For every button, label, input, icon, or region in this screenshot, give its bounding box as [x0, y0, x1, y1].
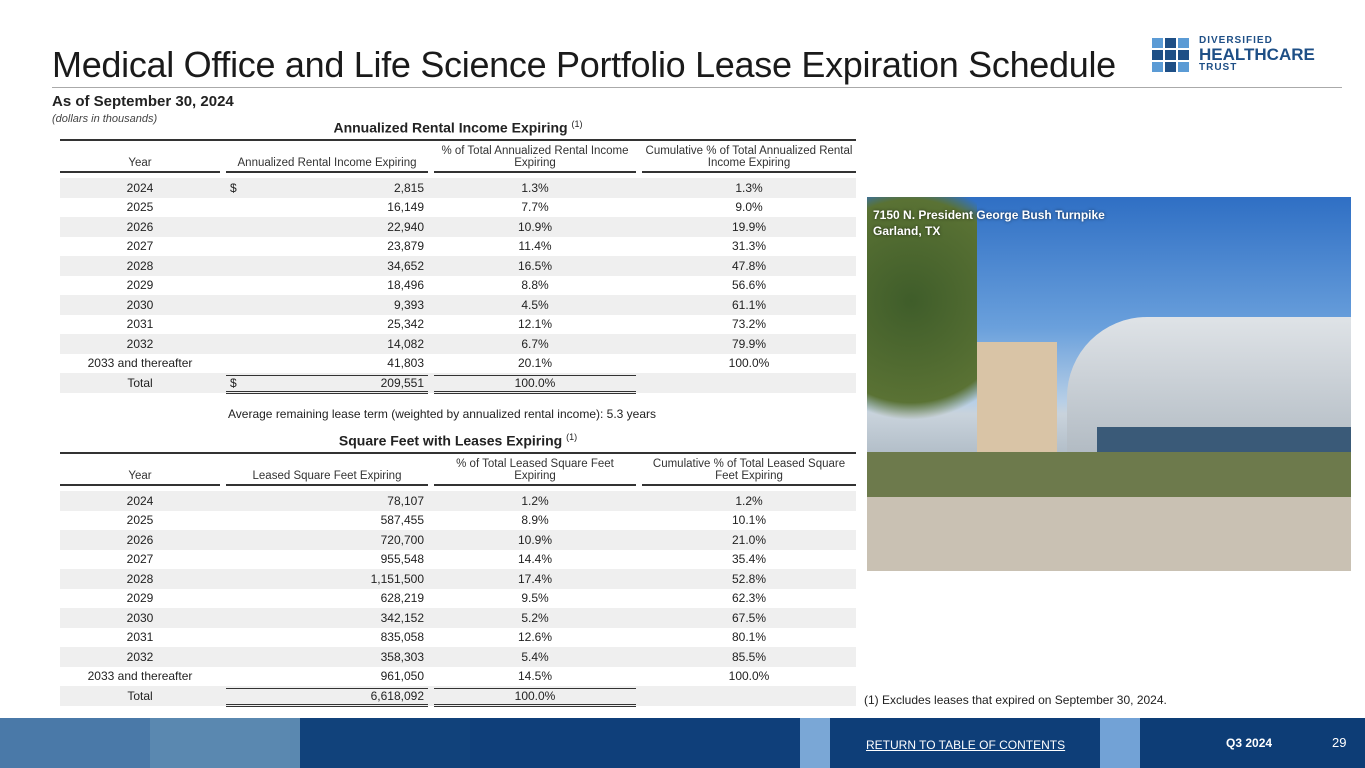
currency-symbol: $ — [230, 180, 237, 195]
column-header: Year — [60, 470, 220, 486]
currency-symbol: $ — [230, 376, 237, 391]
units-note: (dollars in thousands) — [52, 113, 158, 125]
table-row: 2033 and thereafter 961,050 14.5% 100.0% — [87, 669, 770, 684]
table-row: 2033 and thereafter 41,803 20.1% 100.0% — [87, 356, 770, 371]
column-header: % of Total Leased Square Feet Expiring — [434, 458, 636, 486]
page-title: Medical Office and Life Science Portfoli… — [52, 44, 1116, 85]
table-title: Annualized Rental Income Expiring (1) — [333, 119, 583, 136]
table-row: 2027 23,879 11.4% 31.3% — [126, 239, 767, 254]
photo-caption-address: 7150 N. President George Bush Turnpike — [873, 208, 1105, 222]
logo-text-1: DIVERSIFIED — [1199, 35, 1273, 46]
footnote: (1) Excludes leases that expired on Sept… — [864, 693, 1167, 707]
table-row: 2026 720,700 10.9% 21.0% — [60, 530, 856, 550]
table-row: 2031 25,342 12.1% 73.2% — [126, 317, 767, 332]
table-row: 2025 16,149 7.7% 9.0% — [126, 200, 763, 215]
table-row: 2028 1,151,500 17.4% 52.8% — [60, 569, 856, 589]
table-row: 2030 342,152 5.2% 67.5% — [60, 608, 856, 628]
logo-text-3: TRUST — [1199, 62, 1238, 73]
column-header: Annualized Rental Income Expiring — [226, 157, 428, 173]
table-row: Total $209,551 100.0% — [60, 373, 856, 395]
rental-income-table: Annualized Rental Income Expiring (1) Yea… — [60, 119, 856, 395]
table-row: 2026 22,940 10.9% 19.9% — [60, 217, 856, 237]
table-row: 2032 14,082 6.7% 79.9% — [60, 334, 856, 354]
property-photo: 7150 N. President George Bush Turnpike G… — [867, 197, 1351, 571]
table-row: 2032 358,303 5.4% 85.5% — [60, 647, 856, 667]
logo-mark-icon — [1152, 37, 1189, 72]
column-header: Year — [60, 157, 220, 173]
return-to-toc-link[interactable]: RETURN TO TABLE OF CONTENTS — [866, 738, 1066, 752]
column-header: Cumulative % of Total Annualized Rental … — [642, 145, 856, 173]
column-header: % of Total Annualized Rental Income Expi… — [434, 145, 636, 173]
table-title: Square Feet with Leases Expiring (1) — [338, 432, 578, 449]
table-row: 2024 $2,815 1.3% 1.3% — [60, 178, 856, 198]
square-feet-table: Square Feet with Leases Expiring (1) Year… — [60, 432, 856, 708]
table-row: 2025 587,455 8.9% 10.1% — [126, 513, 767, 528]
photo-caption-city: Garland, TX — [873, 224, 941, 238]
table-row: 2027 955,548 14.4% 35.4% — [126, 552, 767, 567]
as-of-date: As of September 30, 2024 — [52, 93, 234, 110]
table-row: 2030 9,393 4.5% 61.1% — [60, 295, 856, 315]
logo-text-2: HEALTHCARE — [1199, 45, 1315, 64]
average-lease-term: Average remaining lease term (weighted b… — [228, 407, 657, 421]
column-header: Cumulative % of Total Leased Square Feet… — [642, 458, 856, 486]
company-logo: DIVERSIFIED HEALTHCARE TRUST — [1152, 36, 1315, 73]
quarter-label: Q3 2024 — [1226, 736, 1273, 750]
table-row: 2024 78,107 1.2% 1.2% — [60, 491, 856, 511]
table-row: 2029 18,496 8.8% 56.6% — [126, 278, 767, 293]
title-divider — [52, 87, 1342, 88]
page-number: 29 — [1332, 735, 1347, 750]
column-header: Leased Square Feet Expiring — [226, 470, 428, 486]
table-row: 2028 34,652 16.5% 47.8% — [60, 256, 856, 276]
table-row: 2029 628,219 9.5% 62.3% — [126, 591, 767, 606]
footer-bar: RETURN TO TABLE OF CONTENTS Q3 2024 29 — [0, 718, 1365, 768]
table-row: 2031 835,058 12.6% 80.1% — [126, 630, 767, 645]
table-row: Total 6,618,092 100.0% — [60, 686, 856, 708]
